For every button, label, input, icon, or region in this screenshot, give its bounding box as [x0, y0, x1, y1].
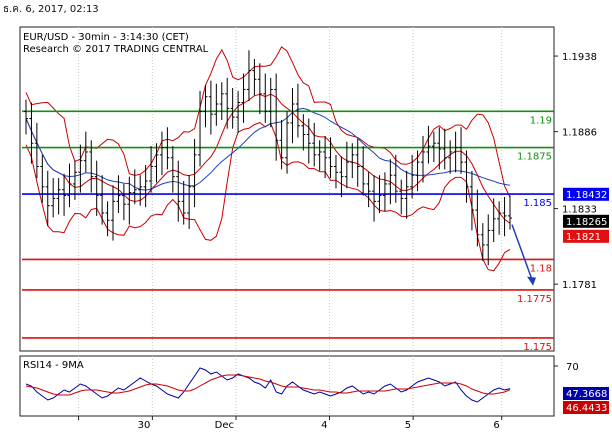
- y-tick-label: 1.1833: [562, 205, 597, 216]
- y-tick-label: 1.1886: [562, 128, 597, 139]
- price-levels: 1.19 1.1875 1.185 1.18 1.1775 1.175: [22, 110, 554, 353]
- level-label: 1.19: [530, 115, 552, 126]
- x-tick-label: 4: [321, 420, 327, 431]
- rsi-value-box: [563, 401, 609, 414]
- rsi-tick-label: 70: [566, 362, 579, 373]
- moving-average: [25, 107, 511, 191]
- x-tick-label: 6: [493, 420, 499, 431]
- rsi-value-box: [563, 387, 609, 400]
- y-tick-label: 1.1781: [562, 280, 597, 291]
- candles: [24, 50, 512, 266]
- price-tag-label: 1.18265: [566, 217, 607, 228]
- level-label: 1.1775: [517, 294, 552, 305]
- chart-subtitle: Research © 2017 TRADING CENTRAL: [23, 44, 209, 55]
- chart-title: EUR/USD - 30min - 3:14:30 (CET): [23, 32, 189, 43]
- y-tick-label: 1.1938: [562, 52, 597, 63]
- price-axis: 1.1938 1.1886 1.1833 1.1781: [554, 52, 597, 291]
- date-grid: [78, 27, 503, 416]
- price-tag-box: [563, 214, 609, 228]
- rsi-series-line: [25, 367, 511, 403]
- price-tags: 1.18432 1.18265 1.1821: [563, 187, 609, 243]
- price-tag-box: [563, 187, 609, 201]
- level-label: 1.1875: [517, 152, 552, 163]
- x-tick-label: 5: [405, 420, 411, 431]
- rsi-title: RSI14 - 9MA: [23, 360, 84, 371]
- rsi-value-label: 47.3668: [566, 389, 607, 400]
- rsi-lines: 70 47.3668 46.4433: [25, 362, 609, 414]
- price-tag-label: 1.18432: [566, 190, 607, 201]
- forecast-arrow-head: [527, 276, 536, 286]
- price-tag-box: [563, 229, 609, 243]
- level-label: 1.175: [523, 342, 552, 353]
- forecast-arrow-shaft: [511, 224, 533, 280]
- x-tick-label: 30: [138, 420, 151, 431]
- level-label: 1.185: [523, 198, 552, 209]
- main-panel-frame: [19, 26, 555, 352]
- rsi-series-line: [25, 374, 511, 396]
- time-axis: 2930Dec456: [78, 416, 503, 431]
- price-tag-label: 1.1821: [566, 232, 601, 243]
- timestamp: ธ.ค. 6, 2017, 02:13: [3, 4, 99, 15]
- bollinger-upper: [25, 46, 511, 198]
- bollinger-bands: [25, 46, 511, 272]
- level-label: 1.18: [530, 263, 552, 274]
- rsi-value-label: 46.4433: [566, 403, 607, 414]
- forecast-arrow: [511, 224, 536, 286]
- bollinger-middle: [25, 93, 511, 224]
- x-tick-label: Dec: [215, 420, 234, 431]
